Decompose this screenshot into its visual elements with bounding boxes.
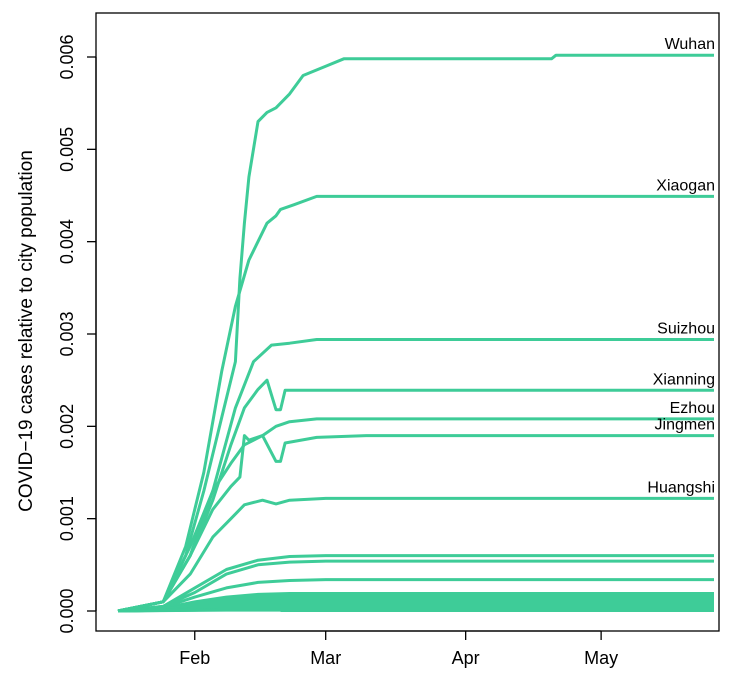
series-line-xiaogan — [117, 194, 714, 613]
y-tick-label: 0.000 — [57, 588, 77, 633]
series-label-huangshi: Huangshi — [647, 479, 715, 496]
series-layer — [117, 53, 714, 613]
series-line-wuhan — [117, 53, 714, 613]
series-label-wuhan: Wuhan — [665, 36, 715, 53]
x-tick-label: Apr — [452, 648, 480, 668]
y-tick-label: 0.003 — [57, 311, 77, 356]
series-label-suizhou: Suizhou — [657, 321, 715, 338]
x-axis: Feb Mar Apr May — [179, 630, 618, 668]
y-tick-label: 0.005 — [57, 127, 77, 172]
series-line-huangshi — [117, 496, 714, 613]
series-line-jingmen — [117, 434, 714, 613]
series-label-xiaogan: Xiaogan — [656, 177, 715, 194]
x-tick-label: May — [584, 648, 618, 668]
series-line-other-3 — [117, 578, 714, 613]
y-tick-label: 0.001 — [57, 496, 77, 541]
series-label-xianning: Xianning — [653, 371, 715, 388]
y-tick-label: 0.004 — [57, 219, 77, 264]
series-label-ezhou: Ezhou — [670, 400, 715, 417]
y-tick-label: 0.002 — [57, 404, 77, 449]
y-tick-label: 0.006 — [57, 34, 77, 79]
series-band — [280, 593, 714, 612]
y-axis: 0.000 0.001 0.002 0.003 0.004 0.005 0.006 — [57, 34, 97, 634]
x-tick-label: Mar — [310, 648, 341, 668]
series-label-jingmen: Jingmen — [655, 417, 715, 434]
series-line-xianning — [117, 378, 714, 613]
x-tick-label: Feb — [179, 648, 210, 668]
y-axis-title: COVID−19 cases relative to city populati… — [16, 150, 37, 512]
